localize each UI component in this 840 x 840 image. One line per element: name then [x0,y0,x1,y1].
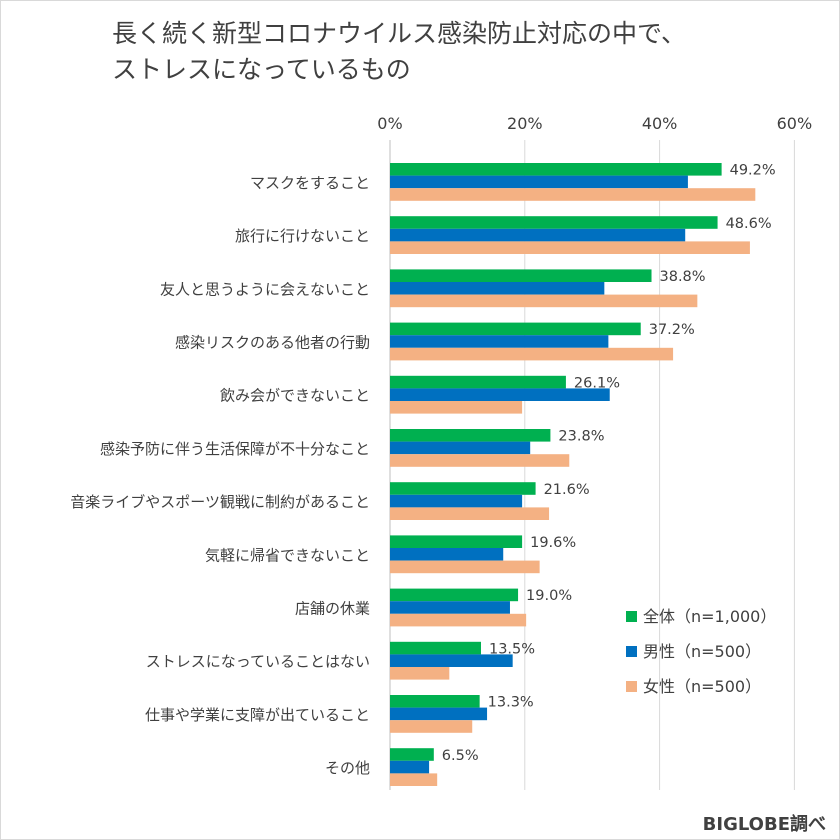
bar-female [390,613,527,627]
chart-title-line-1: 長く続く新型コロナウイルス感染防止対応の中で、 [112,19,687,48]
bar-female [390,241,750,254]
bar-male [390,494,523,508]
category-label: 飲み会ができないこと [220,387,370,405]
bar-female [390,560,540,574]
chart-title-line-2: ストレスになっているもの [112,55,411,84]
bar-total [390,429,551,442]
bar-female [390,454,570,467]
data-label: 26.1% [574,375,620,391]
x-tick-label: 20% [507,114,543,133]
bar-female [390,667,450,680]
legend-label: 女性（n=500） [643,677,761,696]
data-label: 13.5% [489,641,535,657]
bar-total [390,269,652,282]
category-label: 気軽に帰省できないこと [205,546,370,564]
category-label: 音楽ライブやスポーツ観戦に制約があること [70,493,370,511]
category-label: 旅行に行けないこと [235,227,370,245]
legend-swatch [626,646,637,657]
bar-total [390,163,722,176]
x-tick-label: 0% [377,114,402,133]
bar-male [390,228,686,242]
data-label: 13.3% [488,695,534,711]
source-credit: BIGLOBE調べ [702,814,826,835]
bar-female [390,188,756,201]
bar-female [390,347,674,361]
bar-total [390,216,718,229]
data-label: 37.2% [649,322,695,338]
bar-male [390,760,430,774]
data-label: 38.8% [660,269,706,285]
bar-male [390,601,510,614]
data-label: 23.8% [558,429,604,445]
category-label: 店舗の休業 [295,600,370,618]
data-label: 48.6% [726,216,772,232]
bar-male [390,282,605,295]
bar-male [390,335,609,348]
category-label: 友人と思うように会えないこと [160,280,370,298]
data-label: 21.6% [544,482,590,498]
bar-male [390,654,513,667]
bar-total [390,641,481,655]
bar-total [390,535,523,548]
legend-label: 全体（n=1,000） [643,607,776,626]
bar-male [390,175,688,189]
bar-female [390,401,523,414]
data-label: 6.5% [442,748,479,764]
category-label: ストレスになっていることはない [146,653,370,671]
legend-swatch [626,611,637,622]
bar-female [390,294,698,308]
legend-swatch [626,681,637,692]
bar-male [390,441,531,455]
bar-total [390,748,434,761]
data-label: 19.6% [530,535,576,551]
bar-total [390,322,641,336]
bar-male [390,548,504,561]
bar-total [390,482,536,495]
bar-female [390,720,473,733]
chart-title: 長く続く新型コロナウイルス感染防止対応の中で、 ストレスになっているもの [112,16,686,88]
category-label: 感染リスクのある他者の行動 [175,334,370,352]
category-label: その他 [325,759,370,777]
bar-male [390,707,488,721]
category-label: 感染予防に伴う生活保障が不十分なこと [100,440,370,458]
data-label: 19.0% [526,588,572,604]
category-label: マスクをすること [250,174,370,192]
bar-female [390,773,438,786]
bar-male [390,388,610,401]
data-label: 49.2% [730,163,776,179]
bar-total [390,588,519,602]
bar-female [390,507,550,520]
x-tick-label: 40% [642,114,678,133]
bar-total [390,695,480,708]
bar-total [390,375,566,389]
category-label: 仕事や学業に支障が出ていること [145,706,370,724]
x-tick-label: 60% [777,114,813,133]
legend-label: 男性（n=500） [643,642,761,661]
